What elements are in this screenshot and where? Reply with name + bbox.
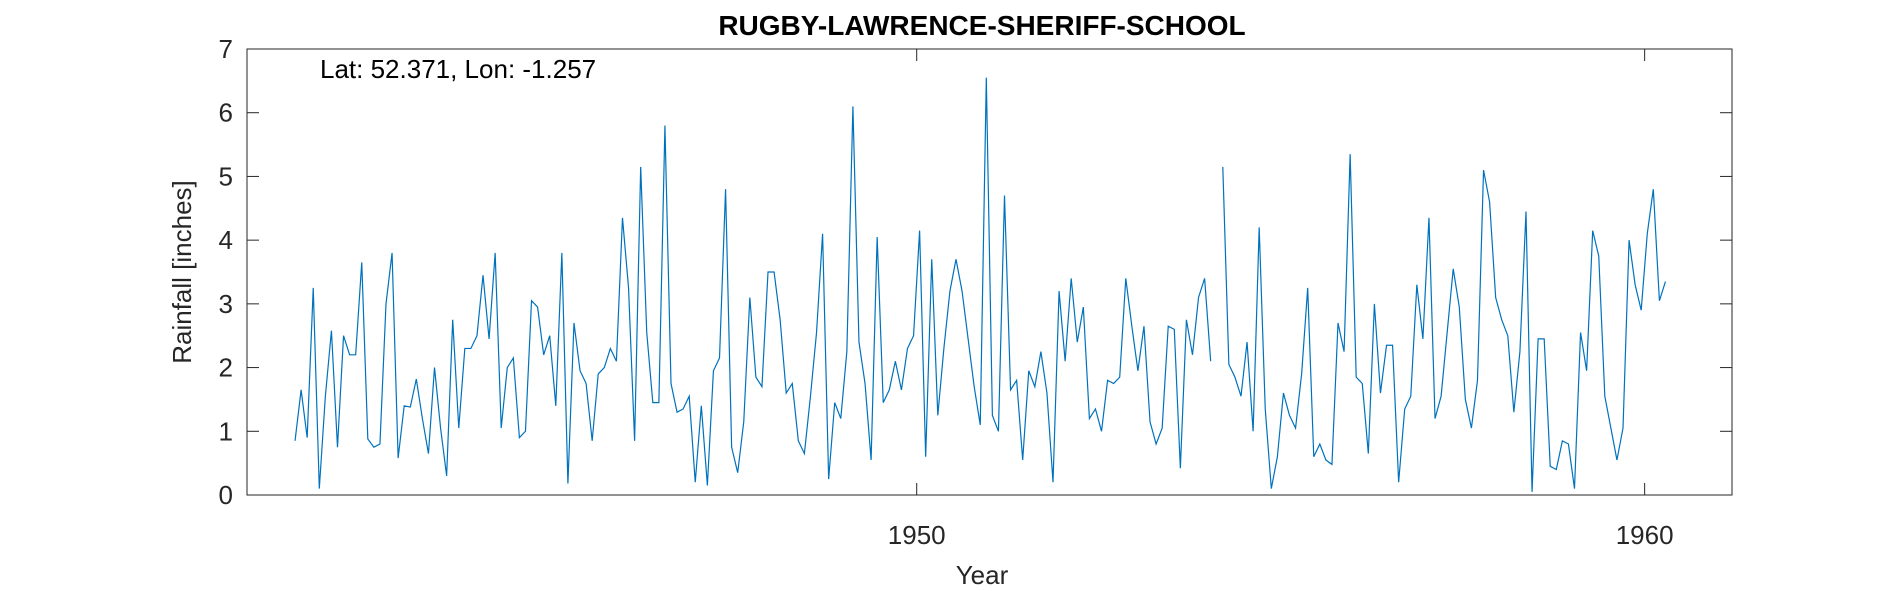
x-axis-label: Year <box>956 560 1009 590</box>
y-tick-label: 1 <box>219 416 233 446</box>
y-axis-label: Rainfall [inches] <box>167 180 197 364</box>
axis-ticks <box>247 48 1732 496</box>
x-tick-label: 1950 <box>888 520 946 550</box>
tick-labels: 0 1 2 3 4 5 6 7 1950 1960 <box>219 34 1674 550</box>
location-annotation: Lat: 52.371, Lon: -1.257 <box>320 54 596 84</box>
y-tick-label: 2 <box>219 353 233 383</box>
y-tick-label: 5 <box>219 161 233 191</box>
y-tick-label: 3 <box>219 289 233 319</box>
y-tick-label: 4 <box>219 225 233 255</box>
y-tick-label: 0 <box>219 480 233 510</box>
chart-title: RUGBY-LAWRENCE-SHERIFF-SCHOOL <box>718 10 1245 41</box>
x-tick-label: 1960 <box>1616 520 1674 550</box>
rainfall-series-line <box>294 77 1667 492</box>
y-tick-label: 6 <box>219 98 233 128</box>
series-layer <box>294 77 1667 492</box>
y-tick-label: 7 <box>219 34 233 64</box>
